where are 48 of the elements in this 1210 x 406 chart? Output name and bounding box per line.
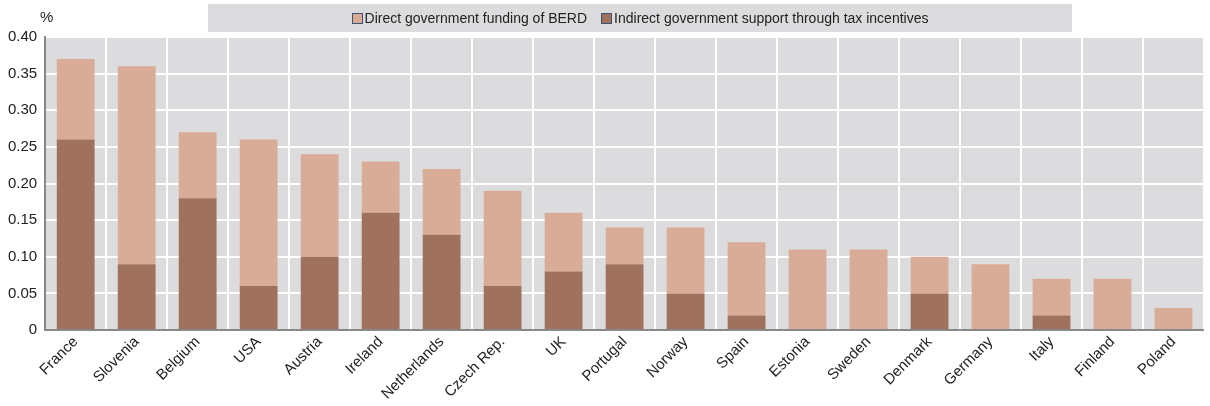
- y-tick-label: 0.15: [7, 210, 38, 228]
- y-tick-label: 0.30: [7, 100, 38, 118]
- bar: [117, 66, 156, 265]
- bar: [849, 249, 888, 330]
- bar: [1154, 308, 1193, 330]
- bar: [727, 242, 766, 316]
- y-tick-label: 0.25: [7, 137, 38, 155]
- bar: [605, 264, 644, 330]
- bar: [788, 249, 827, 330]
- bar: [422, 234, 461, 330]
- y-tick-label: 0.10: [7, 246, 38, 264]
- bar: [422, 168, 461, 235]
- bar: [56, 139, 95, 330]
- bar: [544, 271, 583, 330]
- bar: [300, 154, 339, 257]
- y-axis-title: %: [40, 8, 54, 25]
- bar: [1032, 315, 1071, 330]
- bar: [361, 161, 400, 213]
- bar: [1032, 278, 1071, 316]
- y-tick-label: 0.05: [7, 283, 38, 301]
- bar: [483, 286, 522, 330]
- bar: [666, 293, 705, 330]
- x-tick-label: UK: [541, 332, 569, 360]
- bar: [971, 264, 1010, 330]
- bar: [117, 264, 156, 330]
- x-tick-label: USA: [229, 332, 264, 367]
- bar: [239, 139, 278, 287]
- bar: [727, 315, 766, 330]
- bar: [56, 58, 95, 140]
- y-tick-label: 0.20: [7, 173, 38, 191]
- bar: [1093, 278, 1132, 330]
- y-tick-label: 0.35: [7, 63, 38, 81]
- bar: [300, 256, 339, 330]
- bar: [178, 132, 217, 199]
- bar: [910, 293, 949, 330]
- x-tick-label: Italy: [1025, 332, 1057, 364]
- bar: [666, 227, 705, 294]
- legend-label: Indirect government support through tax incentives: [614, 10, 929, 26]
- y-tick-label: 0: [28, 320, 38, 338]
- bar: [483, 190, 522, 287]
- y-tick-label: 0.40: [7, 27, 38, 45]
- bar: [605, 227, 644, 265]
- legend-label: Direct government funding of BERD: [364, 10, 588, 26]
- bar: [178, 198, 217, 330]
- bar: [910, 256, 949, 294]
- bar: [361, 212, 400, 330]
- bar: [239, 286, 278, 330]
- bar: [544, 212, 583, 272]
